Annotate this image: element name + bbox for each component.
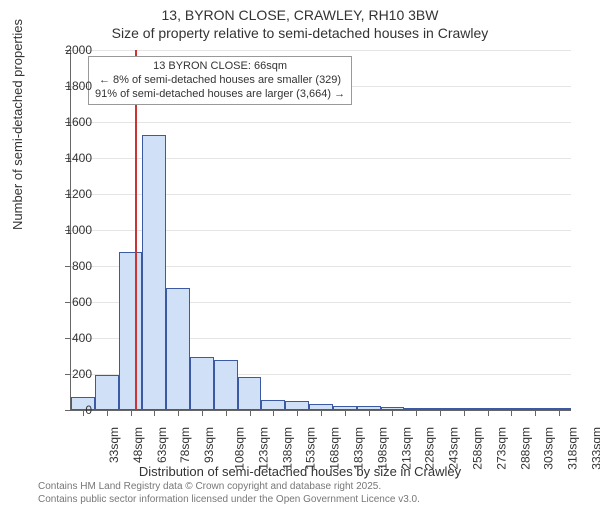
x-tick	[131, 410, 132, 416]
x-tick	[464, 410, 465, 416]
x-tick	[83, 410, 84, 416]
x-tick	[297, 410, 298, 416]
histogram-bar	[285, 401, 309, 410]
histogram-bar	[214, 360, 238, 410]
y-tick-label: 800	[72, 259, 92, 273]
footnote: Contains HM Land Registry data © Crown c…	[38, 480, 420, 506]
x-tick	[107, 410, 108, 416]
histogram-bar	[238, 377, 262, 410]
histogram-bar	[119, 252, 143, 410]
y-tick-label: 1000	[65, 223, 92, 237]
histogram-bar	[190, 357, 214, 410]
x-tick	[511, 410, 512, 416]
chart-container: 13, BYRON CLOSE, CRAWLEY, RH10 3BW Size …	[0, 0, 600, 500]
x-tick-label: 63sqm	[155, 427, 169, 463]
info-line-2: ← 8% of semi-detached houses are smaller…	[95, 74, 345, 88]
x-tick	[178, 410, 179, 416]
title-line-1: 13, BYRON CLOSE, CRAWLEY, RH10 3BW	[0, 6, 600, 24]
chart-area: 13 BYRON CLOSE: 66sqm ← 8% of semi-detac…	[70, 50, 570, 410]
y-gridline	[71, 122, 571, 123]
x-tick	[226, 410, 227, 416]
histogram-bar	[95, 375, 119, 410]
info-line-3: 91% of semi-detached houses are larger (…	[95, 88, 345, 102]
y-tick	[65, 374, 71, 375]
x-tick-label: 333sqm	[590, 427, 600, 470]
x-tick	[154, 410, 155, 416]
histogram-bar	[142, 135, 166, 410]
x-tick-label: 273sqm	[495, 427, 509, 470]
y-tick-label: 400	[72, 331, 92, 345]
x-tick	[416, 410, 417, 416]
x-axis-label: Distribution of semi-detached houses by …	[0, 464, 600, 479]
footnote-line-1: Contains HM Land Registry data © Crown c…	[38, 480, 420, 493]
histogram-bar	[261, 400, 285, 410]
x-tick-label: 183sqm	[352, 427, 366, 470]
info-box: 13 BYRON CLOSE: 66sqm ← 8% of semi-detac…	[88, 56, 352, 105]
x-tick-label: 138sqm	[280, 427, 294, 470]
x-tick-label: 153sqm	[304, 427, 318, 470]
y-tick-label: 1400	[65, 151, 92, 165]
x-tick-label: 78sqm	[178, 427, 192, 463]
y-gridline	[71, 50, 571, 51]
x-tick-label: 108sqm	[233, 427, 247, 470]
x-tick	[440, 410, 441, 416]
y-axis-label: Number of semi-detached properties	[10, 19, 25, 230]
y-tick-label: 2000	[65, 43, 92, 57]
x-tick-label: 288sqm	[518, 427, 532, 470]
x-tick	[535, 410, 536, 416]
x-tick-label: 228sqm	[423, 427, 437, 470]
x-tick-label: 258sqm	[471, 427, 485, 470]
x-tick-label: 303sqm	[542, 427, 556, 470]
x-tick-label: 198sqm	[376, 427, 390, 470]
y-tick-label: 1600	[65, 115, 92, 129]
title-line-2: Size of property relative to semi-detach…	[0, 24, 600, 42]
x-tick-label: 93sqm	[202, 427, 216, 463]
title-block: 13, BYRON CLOSE, CRAWLEY, RH10 3BW Size …	[0, 0, 600, 42]
x-tick	[392, 410, 393, 416]
y-tick-label: 0	[85, 403, 92, 417]
x-tick	[321, 410, 322, 416]
x-tick-label: 48sqm	[131, 427, 145, 463]
x-tick	[345, 410, 346, 416]
x-tick-label: 243sqm	[447, 427, 461, 470]
x-tick	[559, 410, 560, 416]
x-tick	[273, 410, 274, 416]
y-tick-label: 200	[72, 367, 92, 381]
x-tick-label: 318sqm	[566, 427, 580, 470]
x-tick-label: 123sqm	[256, 427, 270, 470]
y-tick	[65, 302, 71, 303]
x-tick-label: 33sqm	[107, 427, 121, 463]
y-tick-label: 1200	[65, 187, 92, 201]
x-tick	[202, 410, 203, 416]
histogram-bar	[166, 288, 190, 410]
y-tick	[65, 338, 71, 339]
y-tick-label: 600	[72, 295, 92, 309]
x-tick-label: 213sqm	[399, 427, 413, 470]
x-tick	[250, 410, 251, 416]
info-line-1: 13 BYRON CLOSE: 66sqm	[95, 60, 345, 74]
y-tick	[65, 410, 71, 411]
y-tick	[65, 266, 71, 267]
x-tick	[488, 410, 489, 416]
y-tick-label: 1800	[65, 79, 92, 93]
x-tick-label: 168sqm	[328, 427, 342, 470]
x-tick	[369, 410, 370, 416]
